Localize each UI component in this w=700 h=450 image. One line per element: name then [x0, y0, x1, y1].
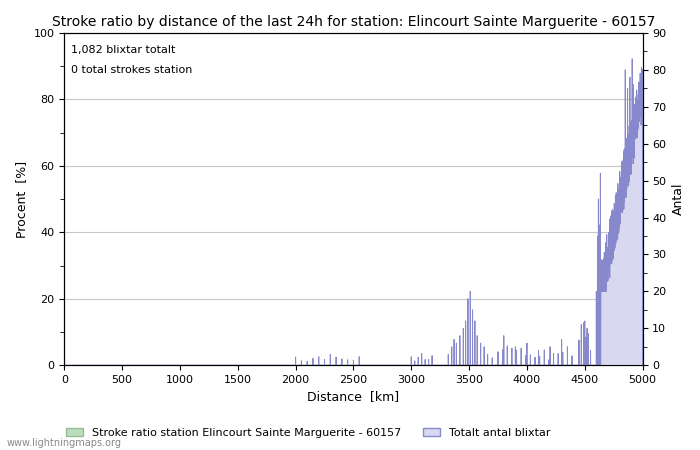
Text: www.lightningmaps.org: www.lightningmaps.org: [7, 438, 122, 448]
Title: Stroke ratio by distance of the last 24h for station: Elincourt Sainte Marguerit: Stroke ratio by distance of the last 24h…: [52, 15, 655, 29]
Legend: Stroke ratio station Elincourt Sainte Marguerite - 60157, Totalt antal blixtar: Stroke ratio station Elincourt Sainte Ma…: [62, 423, 554, 442]
Y-axis label: Procent  [%]: Procent [%]: [15, 161, 28, 238]
Y-axis label: Antal: Antal: [672, 183, 685, 216]
X-axis label: Distance  [km]: Distance [km]: [307, 391, 400, 404]
Text: 0 total strokes station: 0 total strokes station: [71, 64, 192, 75]
Text: 1,082 blixtar totalt: 1,082 blixtar totalt: [71, 45, 176, 54]
